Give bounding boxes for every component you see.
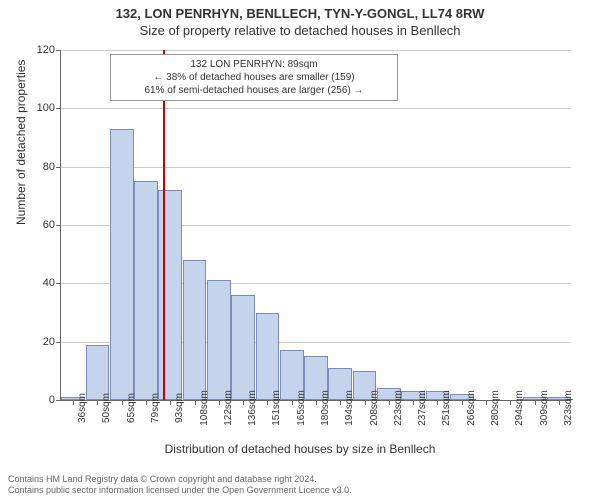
- legend-line-1: 132 LON PENRHYN: 89sqm: [119, 58, 389, 71]
- property-marker-line: [163, 50, 165, 400]
- y-tick-label: 0: [15, 394, 55, 406]
- x-tick: [292, 400, 293, 405]
- x-tick: [195, 400, 196, 405]
- x-tick: [146, 400, 147, 405]
- x-tick-label: 266sqm: [466, 390, 477, 426]
- x-tick: [462, 400, 463, 405]
- title-main: 132, LON PENRHYN, BENLLECH, TYN-Y-GONGL,…: [0, 0, 600, 21]
- y-tick: [56, 167, 61, 168]
- y-tick: [56, 108, 61, 109]
- chart-area: 02040608010012036sqm50sqm65sqm79sqm93sqm…: [60, 50, 570, 400]
- y-tick-label: 20: [15, 336, 55, 348]
- y-tick: [56, 50, 61, 51]
- x-tick: [437, 400, 438, 405]
- footer-line-1: Contains HM Land Registry data © Crown c…: [8, 474, 352, 485]
- histogram-bar: [110, 129, 134, 400]
- grid-line: [61, 50, 571, 51]
- legend-line-2: ← 38% of detached houses are smaller (15…: [119, 71, 389, 84]
- chart-container: 132, LON PENRHYN, BENLLECH, TYN-Y-GONGL,…: [0, 0, 600, 500]
- legend-box: 132 LON PENRHYN: 89sqm ← 38% of detached…: [110, 54, 398, 101]
- x-tick: [97, 400, 98, 405]
- x-tick: [170, 400, 171, 405]
- grid-line: [61, 108, 571, 109]
- histogram-bar: [158, 190, 182, 400]
- y-tick-label: 100: [15, 102, 55, 114]
- x-tick-label: 294sqm: [514, 390, 525, 426]
- histogram-bar: [86, 345, 110, 400]
- histogram-bar: [231, 295, 255, 400]
- footer-attribution: Contains HM Land Registry data © Crown c…: [8, 474, 352, 496]
- y-tick-label: 80: [15, 161, 55, 173]
- x-tick: [243, 400, 244, 405]
- x-tick: [365, 400, 366, 405]
- histogram-bar: [183, 260, 207, 400]
- grid-line: [61, 167, 571, 168]
- histogram-bar: [134, 181, 158, 400]
- x-tick: [486, 400, 487, 405]
- y-axis-label: Number of detached properties: [14, 60, 28, 225]
- x-tick-label: 280sqm: [490, 390, 501, 426]
- y-tick-label: 40: [15, 277, 55, 289]
- x-tick: [510, 400, 511, 405]
- x-tick: [340, 400, 341, 405]
- x-tick: [122, 400, 123, 405]
- x-tick-label: 309sqm: [539, 390, 550, 426]
- y-tick-label: 60: [15, 219, 55, 231]
- y-tick: [56, 283, 61, 284]
- plot-region: 02040608010012036sqm50sqm65sqm79sqm93sqm…: [60, 50, 571, 401]
- histogram-bar: [256, 313, 280, 401]
- x-tick: [316, 400, 317, 405]
- legend-line-3: 61% of semi-detached houses are larger (…: [119, 84, 389, 97]
- y-tick: [56, 342, 61, 343]
- y-tick: [56, 400, 61, 401]
- y-tick-label: 120: [15, 44, 55, 56]
- x-tick: [267, 400, 268, 405]
- title-sub: Size of property relative to detached ho…: [0, 21, 600, 38]
- x-tick: [73, 400, 74, 405]
- x-tick: [559, 400, 560, 405]
- x-tick: [413, 400, 414, 405]
- x-axis-label: Distribution of detached houses by size …: [0, 442, 600, 456]
- x-tick: [535, 400, 536, 405]
- x-tick: [389, 400, 390, 405]
- y-tick: [56, 225, 61, 226]
- x-tick-label: 323sqm: [563, 390, 574, 426]
- x-tick: [219, 400, 220, 405]
- footer-line-2: Contains public sector information licen…: [8, 485, 352, 496]
- histogram-bar: [207, 280, 231, 400]
